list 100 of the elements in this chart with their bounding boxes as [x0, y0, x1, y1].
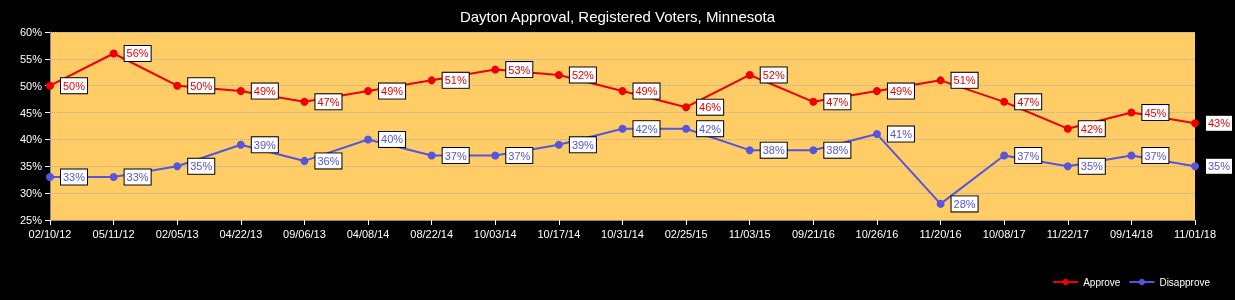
data-label: 51%: [444, 74, 467, 87]
x-tick-label: 09/06/13: [283, 227, 326, 240]
point: [300, 97, 309, 106]
x-tick-label: 08/22/14: [410, 227, 454, 240]
x-tick-label: 10/26/16: [855, 227, 899, 240]
y-tick-label: 40%: [19, 133, 43, 146]
data-label: 41%: [889, 128, 913, 141]
legend-label: Approve: [1083, 276, 1121, 288]
point: [936, 199, 945, 208]
data-label: 46%: [699, 101, 722, 114]
data-label: 40%: [381, 133, 404, 146]
y-tick-label: 30%: [19, 187, 43, 200]
x-tick-label: 11/01/18: [1173, 227, 1217, 240]
data-label: 52%: [762, 68, 785, 81]
x-tick-label: 02/10/12: [28, 227, 72, 240]
data-label: 56%: [126, 47, 149, 60]
point: [1127, 108, 1136, 117]
point: [46, 81, 54, 90]
x-tick-label: 09/14/18: [1109, 227, 1153, 240]
point: [809, 146, 818, 155]
x-tick-label: 10/08/17: [982, 227, 1026, 240]
data-label: 47%: [317, 95, 340, 108]
y-tick-label: 55%: [19, 52, 43, 65]
data-label: 33%: [126, 171, 149, 184]
y-tick-label: 25%: [19, 214, 43, 226]
data-label: 43%: [1208, 117, 1231, 130]
point: [554, 140, 563, 149]
x-tick-label: 11/03/15: [728, 227, 771, 240]
point: [745, 146, 754, 155]
data-label: 42%: [699, 122, 722, 135]
point: [745, 70, 754, 79]
data-label: 38%: [826, 144, 849, 157]
data-label: 47%: [1017, 95, 1040, 108]
data-label: 37%: [508, 149, 531, 162]
data-label: 37%: [1144, 149, 1167, 162]
data-label: 49%: [253, 85, 277, 98]
x-tick-label: 05/11/12: [92, 227, 135, 240]
data-label: 49%: [635, 85, 658, 98]
y-tick-label: 60%: [19, 26, 43, 38]
point: [1191, 162, 1199, 171]
point: [427, 76, 436, 85]
data-label: 37%: [444, 149, 467, 162]
point: [1000, 97, 1009, 106]
point: [364, 135, 373, 144]
x-tick-label: 04/22/13: [219, 227, 263, 240]
x-tick-label: 11/20/16: [919, 227, 962, 240]
point: [1191, 119, 1199, 128]
point: [109, 173, 118, 182]
data-label: 35%: [190, 160, 213, 173]
data-label: 33%: [63, 171, 86, 184]
point: [173, 81, 182, 90]
y-tick-label: 35%: [19, 160, 43, 173]
point: [427, 151, 436, 160]
point: [936, 76, 945, 85]
x-tick-label: 10/31/14: [601, 227, 644, 240]
x-tick-label: 02/05/13: [155, 227, 199, 240]
point: [554, 70, 563, 79]
point: [872, 130, 881, 139]
data-label: 39%: [253, 138, 277, 151]
data-label: 36%: [317, 154, 340, 167]
point: [300, 156, 309, 165]
point: [1000, 151, 1009, 160]
point: [491, 151, 500, 160]
point: [1063, 162, 1072, 171]
point: [236, 140, 245, 149]
point: [872, 87, 881, 96]
y-tick-label: 50%: [19, 79, 43, 92]
point: [682, 124, 691, 133]
data-label: 28%: [953, 197, 976, 210]
data-label: 42%: [635, 122, 658, 135]
data-label: 35%: [1080, 160, 1104, 173]
x-tick-label: 10/17/14: [537, 227, 581, 240]
legend-label: Disapprove: [1159, 276, 1211, 288]
data-label: 38%: [762, 144, 785, 157]
x-tick-label: 10/03/14: [473, 227, 517, 240]
point: [1063, 124, 1072, 133]
point: [809, 97, 818, 106]
point: [46, 173, 54, 182]
data-label: 51%: [953, 74, 976, 87]
point: [491, 65, 500, 74]
x-tick-label: 11/22/17: [1046, 227, 1089, 240]
data-label: 53%: [508, 63, 531, 76]
point: [618, 87, 627, 96]
data-label: 42%: [1080, 122, 1104, 135]
point: [1127, 151, 1136, 160]
data-label: 37%: [1017, 149, 1040, 162]
point: [618, 124, 627, 133]
y-tick-label: 45%: [19, 106, 43, 119]
data-label: 52%: [571, 68, 595, 81]
data-label: 50%: [190, 79, 213, 92]
data-label: 35%: [1208, 160, 1231, 173]
x-tick-label: 04/08/14: [346, 227, 390, 240]
point: [109, 49, 118, 58]
point: [364, 87, 373, 96]
data-label: 45%: [1144, 106, 1167, 119]
data-label: 47%: [826, 95, 849, 108]
data-label: 49%: [889, 85, 913, 98]
chart-title: Dayton Approval, Registered Voters, Minnesota: [459, 8, 776, 25]
point: [236, 87, 245, 96]
data-label: 39%: [571, 138, 595, 151]
